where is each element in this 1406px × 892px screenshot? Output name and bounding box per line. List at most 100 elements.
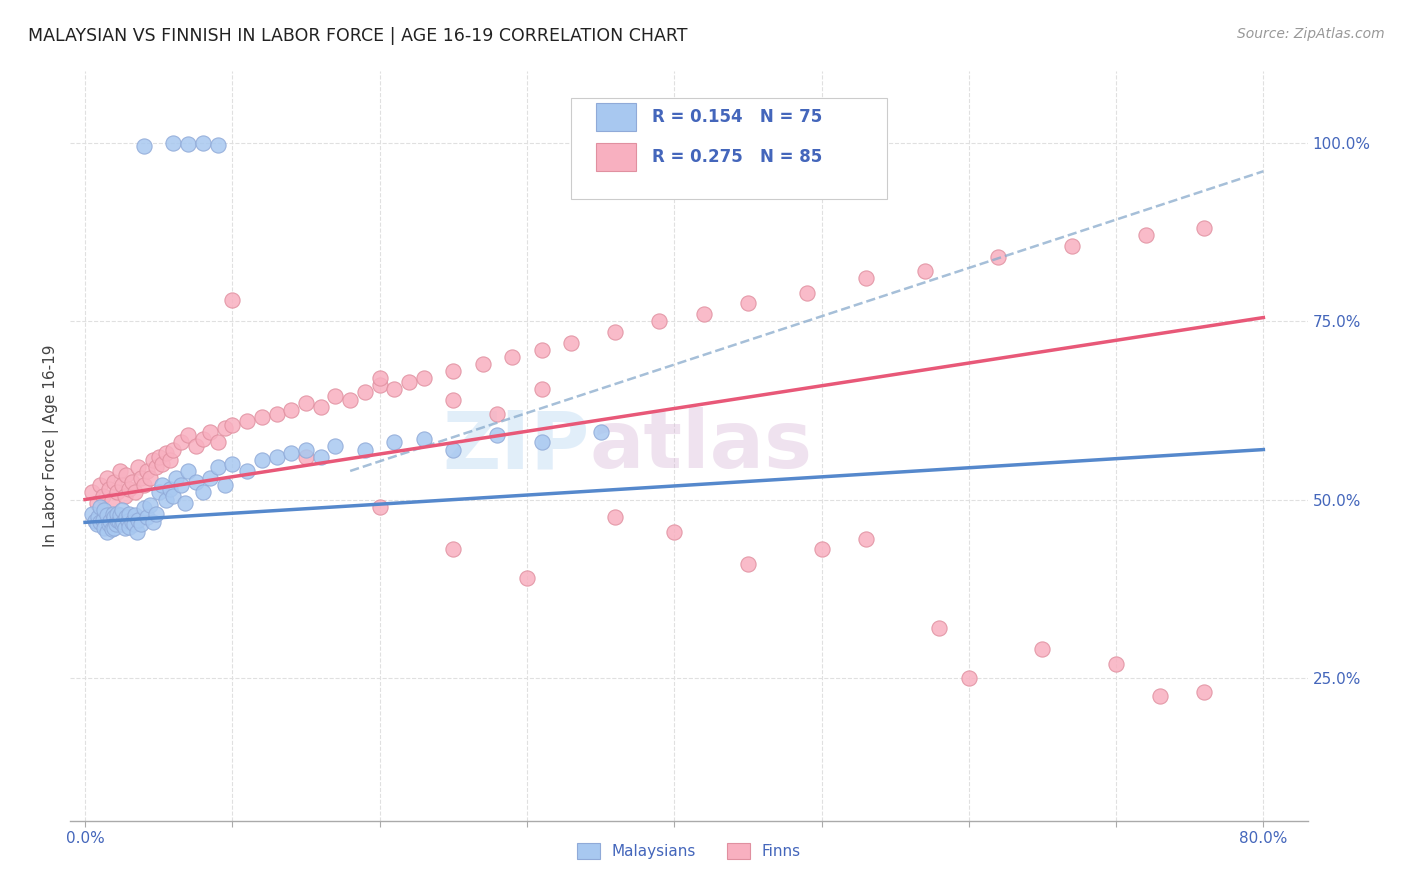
Point [129, 517, 152, 532]
Point [96, 524, 118, 539]
Point [441, 542, 464, 557]
Point [93, 521, 115, 535]
Point [441, 392, 464, 407]
Text: atlas: atlas [591, 407, 813, 485]
Point [855, 271, 877, 285]
Point [96, 508, 118, 523]
Point [325, 389, 347, 403]
Point [122, 517, 145, 532]
Point [1194, 221, 1216, 235]
Point [132, 139, 155, 153]
Point [97, 517, 120, 532]
Point [150, 457, 173, 471]
Point [170, 478, 193, 492]
Point [200, 425, 222, 439]
Point [142, 516, 165, 530]
Point [97, 482, 120, 496]
Point [107, 512, 129, 526]
Point [957, 671, 980, 685]
Point [177, 464, 200, 478]
Point [174, 496, 197, 510]
FancyBboxPatch shape [571, 97, 887, 199]
Point [398, 375, 420, 389]
Point [118, 482, 141, 496]
Point [184, 439, 207, 453]
Point [165, 471, 187, 485]
Point [295, 396, 318, 410]
Point [124, 485, 146, 500]
Point [471, 357, 494, 371]
Point [501, 350, 523, 364]
Bar [596, 143, 636, 171]
Point [87, 510, 110, 524]
Point [104, 517, 127, 532]
Point [129, 471, 152, 485]
Point [221, 417, 243, 432]
Point [184, 475, 207, 489]
Point [191, 485, 214, 500]
Point [1031, 642, 1053, 657]
Point [127, 460, 149, 475]
Point [100, 523, 122, 537]
Point [589, 425, 612, 439]
Point [214, 421, 236, 435]
Point [155, 446, 177, 460]
Point [110, 464, 132, 478]
Point [236, 414, 259, 428]
Point [142, 453, 165, 467]
Point [368, 378, 391, 392]
Point [89, 500, 111, 514]
Point [89, 516, 111, 530]
Point [368, 371, 391, 385]
Point [605, 325, 627, 339]
Point [86, 517, 108, 532]
Point [928, 621, 950, 635]
Point [692, 307, 714, 321]
Point [112, 516, 135, 530]
Point [250, 453, 273, 467]
Point [103, 521, 125, 535]
Text: MALAYSIAN VS FINNISH IN LABOR FORCE | AGE 16-19 CORRELATION CHART: MALAYSIAN VS FINNISH IN LABOR FORCE | AG… [28, 27, 688, 45]
Point [100, 492, 122, 507]
Point [108, 514, 131, 528]
Point [111, 517, 134, 532]
Point [354, 385, 377, 400]
Point [737, 557, 759, 571]
Point [236, 464, 259, 478]
Point [103, 475, 125, 489]
Point [1194, 685, 1216, 699]
Point [124, 508, 146, 523]
Point [266, 407, 288, 421]
Point [516, 571, 538, 585]
Point [110, 508, 132, 523]
Legend: Malaysians, Finns: Malaysians, Finns [571, 838, 807, 865]
Point [441, 442, 464, 457]
Point [737, 296, 759, 310]
Point [118, 519, 141, 533]
Point [155, 492, 177, 507]
Point [914, 264, 936, 278]
Point [148, 450, 170, 464]
Point [127, 512, 149, 526]
Point [82, 507, 104, 521]
Point [207, 460, 229, 475]
Point [170, 435, 193, 450]
Point [177, 137, 200, 152]
Point [560, 335, 582, 350]
Text: ZIP: ZIP [443, 407, 591, 485]
Point [111, 478, 134, 492]
Point [207, 137, 229, 152]
Point [101, 507, 124, 521]
Point [93, 503, 115, 517]
Point [266, 450, 288, 464]
Point [125, 524, 148, 539]
Point [121, 475, 143, 489]
Point [1105, 657, 1128, 671]
Point [810, 542, 832, 557]
Point [162, 489, 184, 503]
Point [382, 435, 405, 450]
Point [114, 489, 136, 503]
Point [117, 514, 139, 528]
Point [309, 400, 332, 414]
Point [664, 524, 686, 539]
